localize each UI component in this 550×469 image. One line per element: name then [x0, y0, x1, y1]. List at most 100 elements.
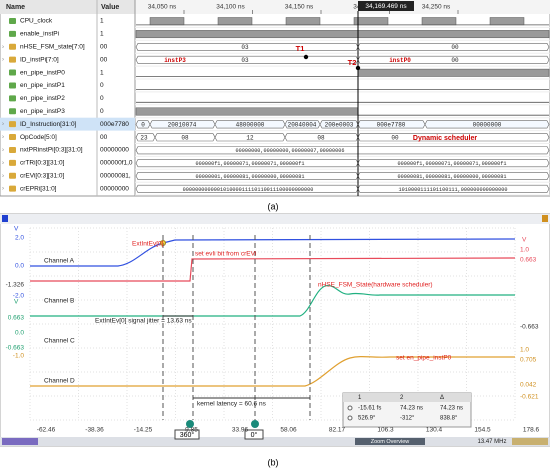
- bus-segment: [357, 133, 550, 142]
- channel-label: Channel C: [44, 338, 75, 345]
- signal-name: enable_instPi: [20, 31, 59, 38]
- signal-value: 1: [100, 31, 104, 38]
- x-label: 58.06: [280, 427, 297, 434]
- bus-value: 1010000111101100111,000000000000000: [399, 187, 508, 193]
- signal-value: 00: [100, 134, 108, 141]
- marker-label: T2: [348, 58, 357, 67]
- signal-icon: [9, 69, 16, 76]
- signal-icon: [9, 43, 16, 50]
- expand-arrow: ›: [2, 57, 4, 63]
- x-label: -38.36: [85, 427, 104, 434]
- bus-value: 00: [451, 57, 459, 64]
- annotation: ExtIntEv[0]: [132, 241, 164, 248]
- bus-value: 08: [317, 134, 325, 141]
- bus-value: 00000000,00000000,00000007,00000006: [236, 148, 345, 154]
- signal-name: en_pipe_instP1: [20, 82, 65, 89]
- time-label: 34,050 ns: [148, 4, 177, 11]
- x-label: 106.3: [377, 427, 394, 434]
- expand-arrow: ›: [2, 135, 4, 141]
- signal-name: crEVi[0:3][31:0]: [20, 172, 65, 179]
- right-axis-label: -0.621: [520, 394, 539, 401]
- bus-value: 000e7780: [377, 121, 406, 128]
- clock-high: [489, 17, 525, 26]
- expand-arrow: ›: [2, 173, 4, 179]
- x-label: 82.17: [329, 427, 346, 434]
- signal-icon: [9, 95, 16, 102]
- right-axis-label: 0.663: [520, 257, 537, 264]
- time-label: 34,150 ns: [285, 4, 314, 11]
- scope-top-bar: [0, 214, 550, 224]
- caption: (b): [268, 457, 279, 467]
- cursor-label-box: [174, 429, 200, 440]
- bus-segment: [357, 55, 550, 64]
- marker-dot: [355, 65, 361, 71]
- bit-high: [135, 107, 359, 116]
- signal-value: 00: [100, 43, 108, 50]
- left-axis-label: -0.663: [6, 345, 25, 352]
- signal-value: 1: [100, 18, 104, 25]
- signal-value: 000000f1,0: [100, 160, 133, 167]
- info-cell: -312°: [400, 416, 415, 422]
- left-axis-label: -1.326: [6, 282, 25, 289]
- signal-value: 0: [100, 82, 104, 89]
- unit-label: V: [14, 299, 19, 306]
- bus-segment: [357, 172, 550, 180]
- bus-value: 0000000000001010000111101100111000000000…: [183, 187, 314, 193]
- x-label: 154.5: [474, 427, 491, 434]
- bus-segment: [135, 146, 550, 155]
- signal-icon: [9, 82, 16, 89]
- left-axis-label: 0.0: [15, 263, 24, 270]
- x-label: 178.6: [523, 427, 540, 434]
- bus-value: instP0: [389, 57, 411, 64]
- signal-name: OpCode[5:0]: [20, 134, 57, 141]
- scope-bottom-bar: [0, 437, 550, 446]
- bus-value: 200e0003: [325, 121, 354, 128]
- signal-name: CPU_clock: [20, 18, 53, 25]
- bit-high: [357, 68, 550, 77]
- cursor-label-box: [244, 429, 264, 440]
- right-axis-label: 0.705: [520, 357, 537, 364]
- time-label: 34,250 ns: [422, 4, 451, 11]
- signal-icon: [9, 30, 16, 37]
- channel-label: Channel A: [44, 258, 75, 265]
- expand-arrow: ›: [2, 160, 4, 166]
- bus-value: 00000000: [473, 121, 502, 128]
- clock-high: [353, 17, 389, 26]
- bus-value: 0: [141, 121, 145, 128]
- signal-name: ID_Instruction[31:0]: [20, 121, 77, 128]
- bus-value: 000000f1,00000071,00000071,000000f1: [196, 161, 305, 167]
- bus-value: instP3: [164, 57, 186, 64]
- x-label: -62.46: [37, 427, 56, 434]
- marker-label: T1: [296, 44, 305, 53]
- cursor-handle: [186, 420, 194, 428]
- expand-arrow: ›: [2, 122, 4, 128]
- bus-value: 12: [246, 134, 254, 141]
- right-axis-label: 1.0: [520, 247, 529, 254]
- signal-value: 000e7780: [100, 121, 129, 128]
- x-label: -14.25: [134, 427, 153, 434]
- signal-name: en_pipe_instP2: [20, 95, 65, 102]
- info-radio: [347, 405, 353, 411]
- caption: (a): [268, 201, 279, 211]
- expand-arrow: ›: [2, 44, 4, 50]
- time-label: 34,100 ns: [216, 4, 245, 11]
- channel-a-marker: [2, 215, 8, 222]
- info-cell: 74.23 ns: [440, 406, 463, 412]
- bus-value: 20040004: [288, 121, 317, 128]
- signal-name: crTRi[0:3][31:0]: [20, 160, 65, 167]
- cursor-label: 0°: [251, 431, 258, 439]
- signal-icon: [9, 172, 16, 179]
- left-axis-label: 0.0: [15, 330, 24, 337]
- signal-name: nHSE_FSM_state[7:0]: [20, 43, 85, 50]
- marker-dot: [303, 54, 309, 60]
- signal-icon: [9, 17, 16, 24]
- cursor-handle: [251, 420, 259, 428]
- signal-icon: [9, 108, 16, 115]
- cursor-time: 34,169.469 ns: [365, 3, 407, 10]
- scope-grid: [29, 227, 516, 421]
- bus-segment: [424, 120, 550, 129]
- left-axis-label: 0.663: [8, 315, 25, 322]
- signal-icon: [9, 121, 16, 128]
- name-header: Name: [6, 4, 25, 11]
- clock-high: [285, 17, 321, 26]
